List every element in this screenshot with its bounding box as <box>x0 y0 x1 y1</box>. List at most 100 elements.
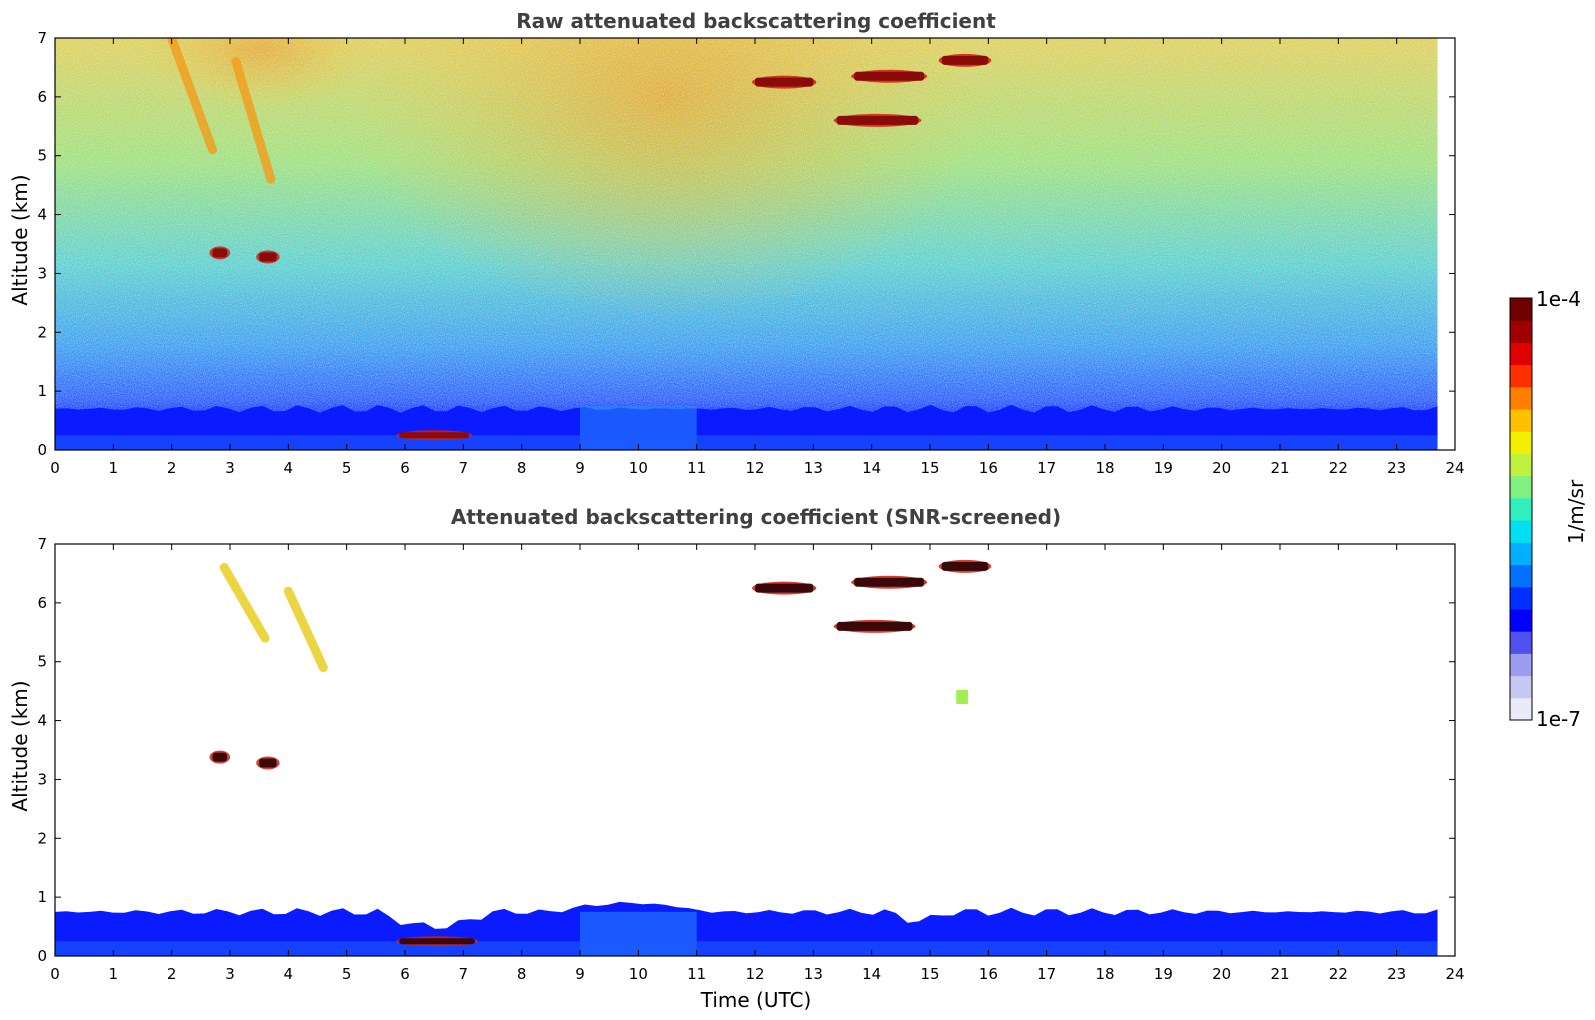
x-tick-label: 15 <box>920 965 939 983</box>
panel-raw-heatmap <box>55 38 1438 450</box>
y-tick-label: 2 <box>37 829 47 847</box>
colorbar-segment <box>1510 298 1532 321</box>
x-tick-label: 22 <box>1329 459 1348 477</box>
x-tick-label: 21 <box>1270 965 1289 983</box>
raw-noise-overlay <box>55 38 1438 450</box>
y-tick-label: 4 <box>37 206 47 224</box>
cloud-core <box>854 71 925 81</box>
panel-raw-ylabel: Altitude (km) <box>8 174 32 305</box>
cloud-core <box>755 583 814 593</box>
x-tick-label: 7 <box>459 965 469 983</box>
x-tick-label: 24 <box>1445 965 1464 983</box>
x-tick-label: 19 <box>1154 459 1173 477</box>
panel-screened-heatmap <box>55 559 1438 956</box>
x-tick-label: 12 <box>745 965 764 983</box>
cloud-core <box>212 248 228 258</box>
x-tick-label: 17 <box>1037 965 1056 983</box>
x-tick-label: 24 <box>1445 459 1464 477</box>
x-tick-label: 2 <box>167 965 177 983</box>
x-tick-label: 4 <box>284 459 294 477</box>
cirrus-fallstreak <box>219 563 270 643</box>
x-tick-label: 12 <box>745 459 764 477</box>
colorbar-segment <box>1510 520 1532 543</box>
panel-screened-ylabel: Altitude (km) <box>8 680 32 811</box>
x-tick-label: 8 <box>517 459 527 477</box>
colorbar-segment <box>1510 564 1532 588</box>
colorbar-segment <box>1510 409 1532 432</box>
cloud-core <box>836 621 913 631</box>
colorbar-unit-label: 1/m/sr <box>1564 479 1588 544</box>
aerosol-patch <box>956 689 968 705</box>
x-tick-label: 19 <box>1154 965 1173 983</box>
panel-screened-xlabel: Time (UTC) <box>700 988 812 1012</box>
cirrus-fallstreak <box>231 57 276 184</box>
cloud-core <box>941 55 989 65</box>
x-tick-label: 5 <box>342 459 352 477</box>
x-tick-label: 7 <box>459 459 469 477</box>
y-tick-label: 5 <box>37 147 47 165</box>
y-tick-label: 5 <box>37 653 47 671</box>
cirrus-fallstreak <box>167 38 217 155</box>
y-tick-label: 1 <box>37 382 47 400</box>
colorbar-segment <box>1510 608 1532 632</box>
y-tick-label: 7 <box>37 29 47 47</box>
boundary-layer-surface <box>55 435 1438 450</box>
x-tick-label: 13 <box>804 459 823 477</box>
colorbar-segment <box>1510 431 1532 454</box>
y-tick-label: 1 <box>37 888 47 906</box>
x-tick-label: 3 <box>225 459 235 477</box>
boundary-layer-surface <box>55 941 1438 956</box>
colorbar-segment <box>1510 364 1532 388</box>
y-tick-label: 0 <box>37 947 47 965</box>
x-tick-label: 0 <box>50 965 60 983</box>
panel-screened-title: Attenuated backscattering coefficient (S… <box>451 505 1061 529</box>
x-tick-label: 18 <box>1095 965 1114 983</box>
x-tick-label: 23 <box>1387 459 1406 477</box>
panel-raw-ticks: 0 1 2 3 4 5 6 7 8 9 10 11 12 13 14 15 16 17 18 19 20 21 22 23 24… <box>37 29 1464 477</box>
y-tick-label: 6 <box>37 88 47 106</box>
colorbar-segment <box>1510 586 1532 610</box>
x-tick-label: 10 <box>629 965 648 983</box>
x-tick-label: 11 <box>687 965 706 983</box>
cloud-core <box>854 577 925 587</box>
colorbar-segment <box>1510 631 1532 654</box>
colorbar-segment <box>1510 386 1532 410</box>
colorbar-segment <box>1510 320 1532 343</box>
x-tick-label: 3 <box>225 965 235 983</box>
x-tick-label: 1 <box>109 459 119 477</box>
y-tick-label: 2 <box>37 323 47 341</box>
cloud-core <box>259 758 277 768</box>
x-tick-label: 5 <box>342 965 352 983</box>
y-tick-label: 3 <box>37 264 47 282</box>
cloud-core <box>755 77 814 87</box>
cirrus-fallstreak <box>283 586 328 673</box>
x-tick-label: 1 <box>109 965 119 983</box>
x-tick-label: 13 <box>804 965 823 983</box>
x-tick-label: 20 <box>1212 459 1231 477</box>
x-tick-label: 21 <box>1270 459 1289 477</box>
colorbar-segment <box>1510 453 1532 477</box>
x-tick-label: 4 <box>284 965 294 983</box>
panel-screened-ticks: 0 1 2 3 4 5 6 7 8 9 10 11 12 13 14 15 16 17 18 19 20 21 22 23 24… <box>37 535 1464 983</box>
x-tick-label: 17 <box>1037 459 1056 477</box>
cloud-core <box>836 115 919 125</box>
cloud-core <box>399 432 470 439</box>
colorbar-segment <box>1510 697 1532 721</box>
cloud-core <box>212 752 228 762</box>
y-tick-label: 0 <box>37 441 47 459</box>
colorbar-segment <box>1510 475 1532 499</box>
colorbar-segments <box>1510 298 1532 721</box>
y-tick-label: 3 <box>37 770 47 788</box>
x-tick-label: 6 <box>400 459 410 477</box>
colorbar: 1e-4 1e-7 1/m/sr <box>1509 287 1588 731</box>
x-tick-label: 10 <box>629 459 648 477</box>
panel-screened-frame <box>54 543 1456 957</box>
x-tick-label: 11 <box>687 459 706 477</box>
colorbar-segment <box>1510 342 1532 366</box>
x-tick-label: 18 <box>1095 459 1114 477</box>
x-tick-label: 0 <box>50 459 60 477</box>
x-tick-label: 9 <box>575 459 585 477</box>
panel-raw: Raw attenuated backscattering coefficien… <box>8 9 1465 477</box>
colorbar-segment <box>1510 653 1532 677</box>
